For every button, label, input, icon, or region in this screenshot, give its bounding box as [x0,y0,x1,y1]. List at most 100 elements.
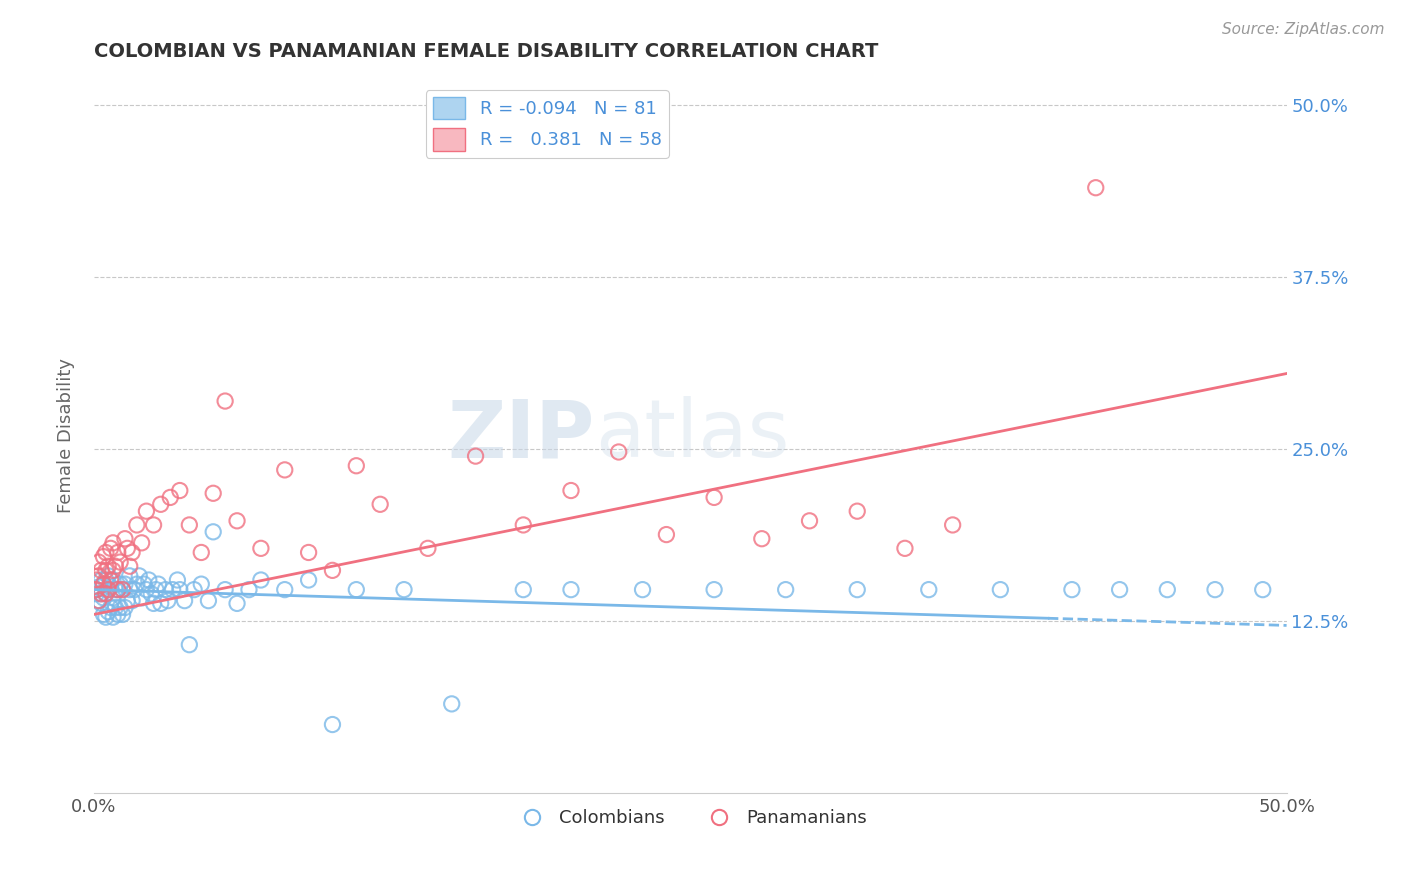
Point [94,563,117,577]
Text: COLOMBIAN VS PANAMANIAN FEMALE DISABILITY CORRELATION CHART: COLOMBIAN VS PANAMANIAN FEMALE DISABILIT… [94,42,879,61]
Point [179,638,201,652]
Point [108,577,131,591]
Point [344,582,367,597]
Point [114,577,136,591]
Point [93,591,115,605]
Point [111,582,134,597]
Point [118,569,141,583]
Point [101,573,124,587]
Point [321,563,343,577]
Point [135,582,157,597]
Point [607,445,630,459]
Point [87,593,110,607]
Text: ZIP: ZIP [447,396,595,475]
Point [149,596,172,610]
Point [751,532,773,546]
Point [101,536,124,550]
Point [988,582,1011,597]
Point [942,517,965,532]
Point [1108,582,1130,597]
Point [416,541,439,556]
Point [97,582,120,597]
Point [87,593,110,607]
Point [101,563,124,577]
Point [703,491,725,505]
Point [104,559,127,574]
Point [87,555,110,569]
Point [93,607,115,622]
Point [87,569,110,583]
Point [238,582,260,597]
Point [100,541,122,556]
Point [86,582,108,597]
Point [114,600,136,615]
Point [190,577,212,591]
Point [121,545,143,559]
Point [512,582,534,597]
Point [321,717,343,731]
Point [104,582,127,597]
Point [297,545,319,559]
Point [145,582,167,597]
Point [94,545,117,559]
Point [274,582,297,597]
Point [108,600,131,615]
Point [128,569,150,583]
Point [117,593,139,607]
Point [142,596,165,610]
Point [131,536,153,550]
Text: Source: ZipAtlas.com: Source: ZipAtlas.com [1222,22,1385,37]
Point [138,573,160,587]
Point [86,582,108,597]
Point [512,517,534,532]
Point [107,582,129,597]
Point [90,587,112,601]
Point [101,591,124,605]
Point [125,517,148,532]
Point [97,605,120,619]
Point [97,582,120,597]
Point [118,582,141,597]
Point [226,596,249,610]
Point [107,545,129,559]
Point [90,596,112,610]
Point [703,582,725,597]
Point [90,587,112,601]
Point [202,524,225,539]
Point [101,610,124,624]
Point [226,514,249,528]
Point [142,517,165,532]
Point [148,577,170,591]
Point [250,573,273,587]
Point [159,491,181,505]
Point [135,504,157,518]
Point [114,532,136,546]
Point [97,569,120,583]
Point [155,582,177,597]
Point [90,563,112,577]
Point [197,593,219,607]
Point [250,541,273,556]
Point [86,587,108,601]
Point [100,573,122,587]
Point [190,545,212,559]
Point [1251,582,1274,597]
Point [124,582,146,597]
Point [1060,582,1083,597]
Point [799,514,821,528]
Point [107,607,129,622]
Point [560,582,582,597]
Point [131,591,153,605]
Point [108,555,131,569]
Point [118,559,141,574]
Point [100,600,122,615]
Point [1156,582,1178,597]
Point [90,573,112,587]
Point [775,582,797,597]
Point [125,577,148,591]
Point [297,573,319,587]
Point [117,541,139,556]
Point [132,577,155,591]
Point [344,458,367,473]
Point [93,549,115,564]
